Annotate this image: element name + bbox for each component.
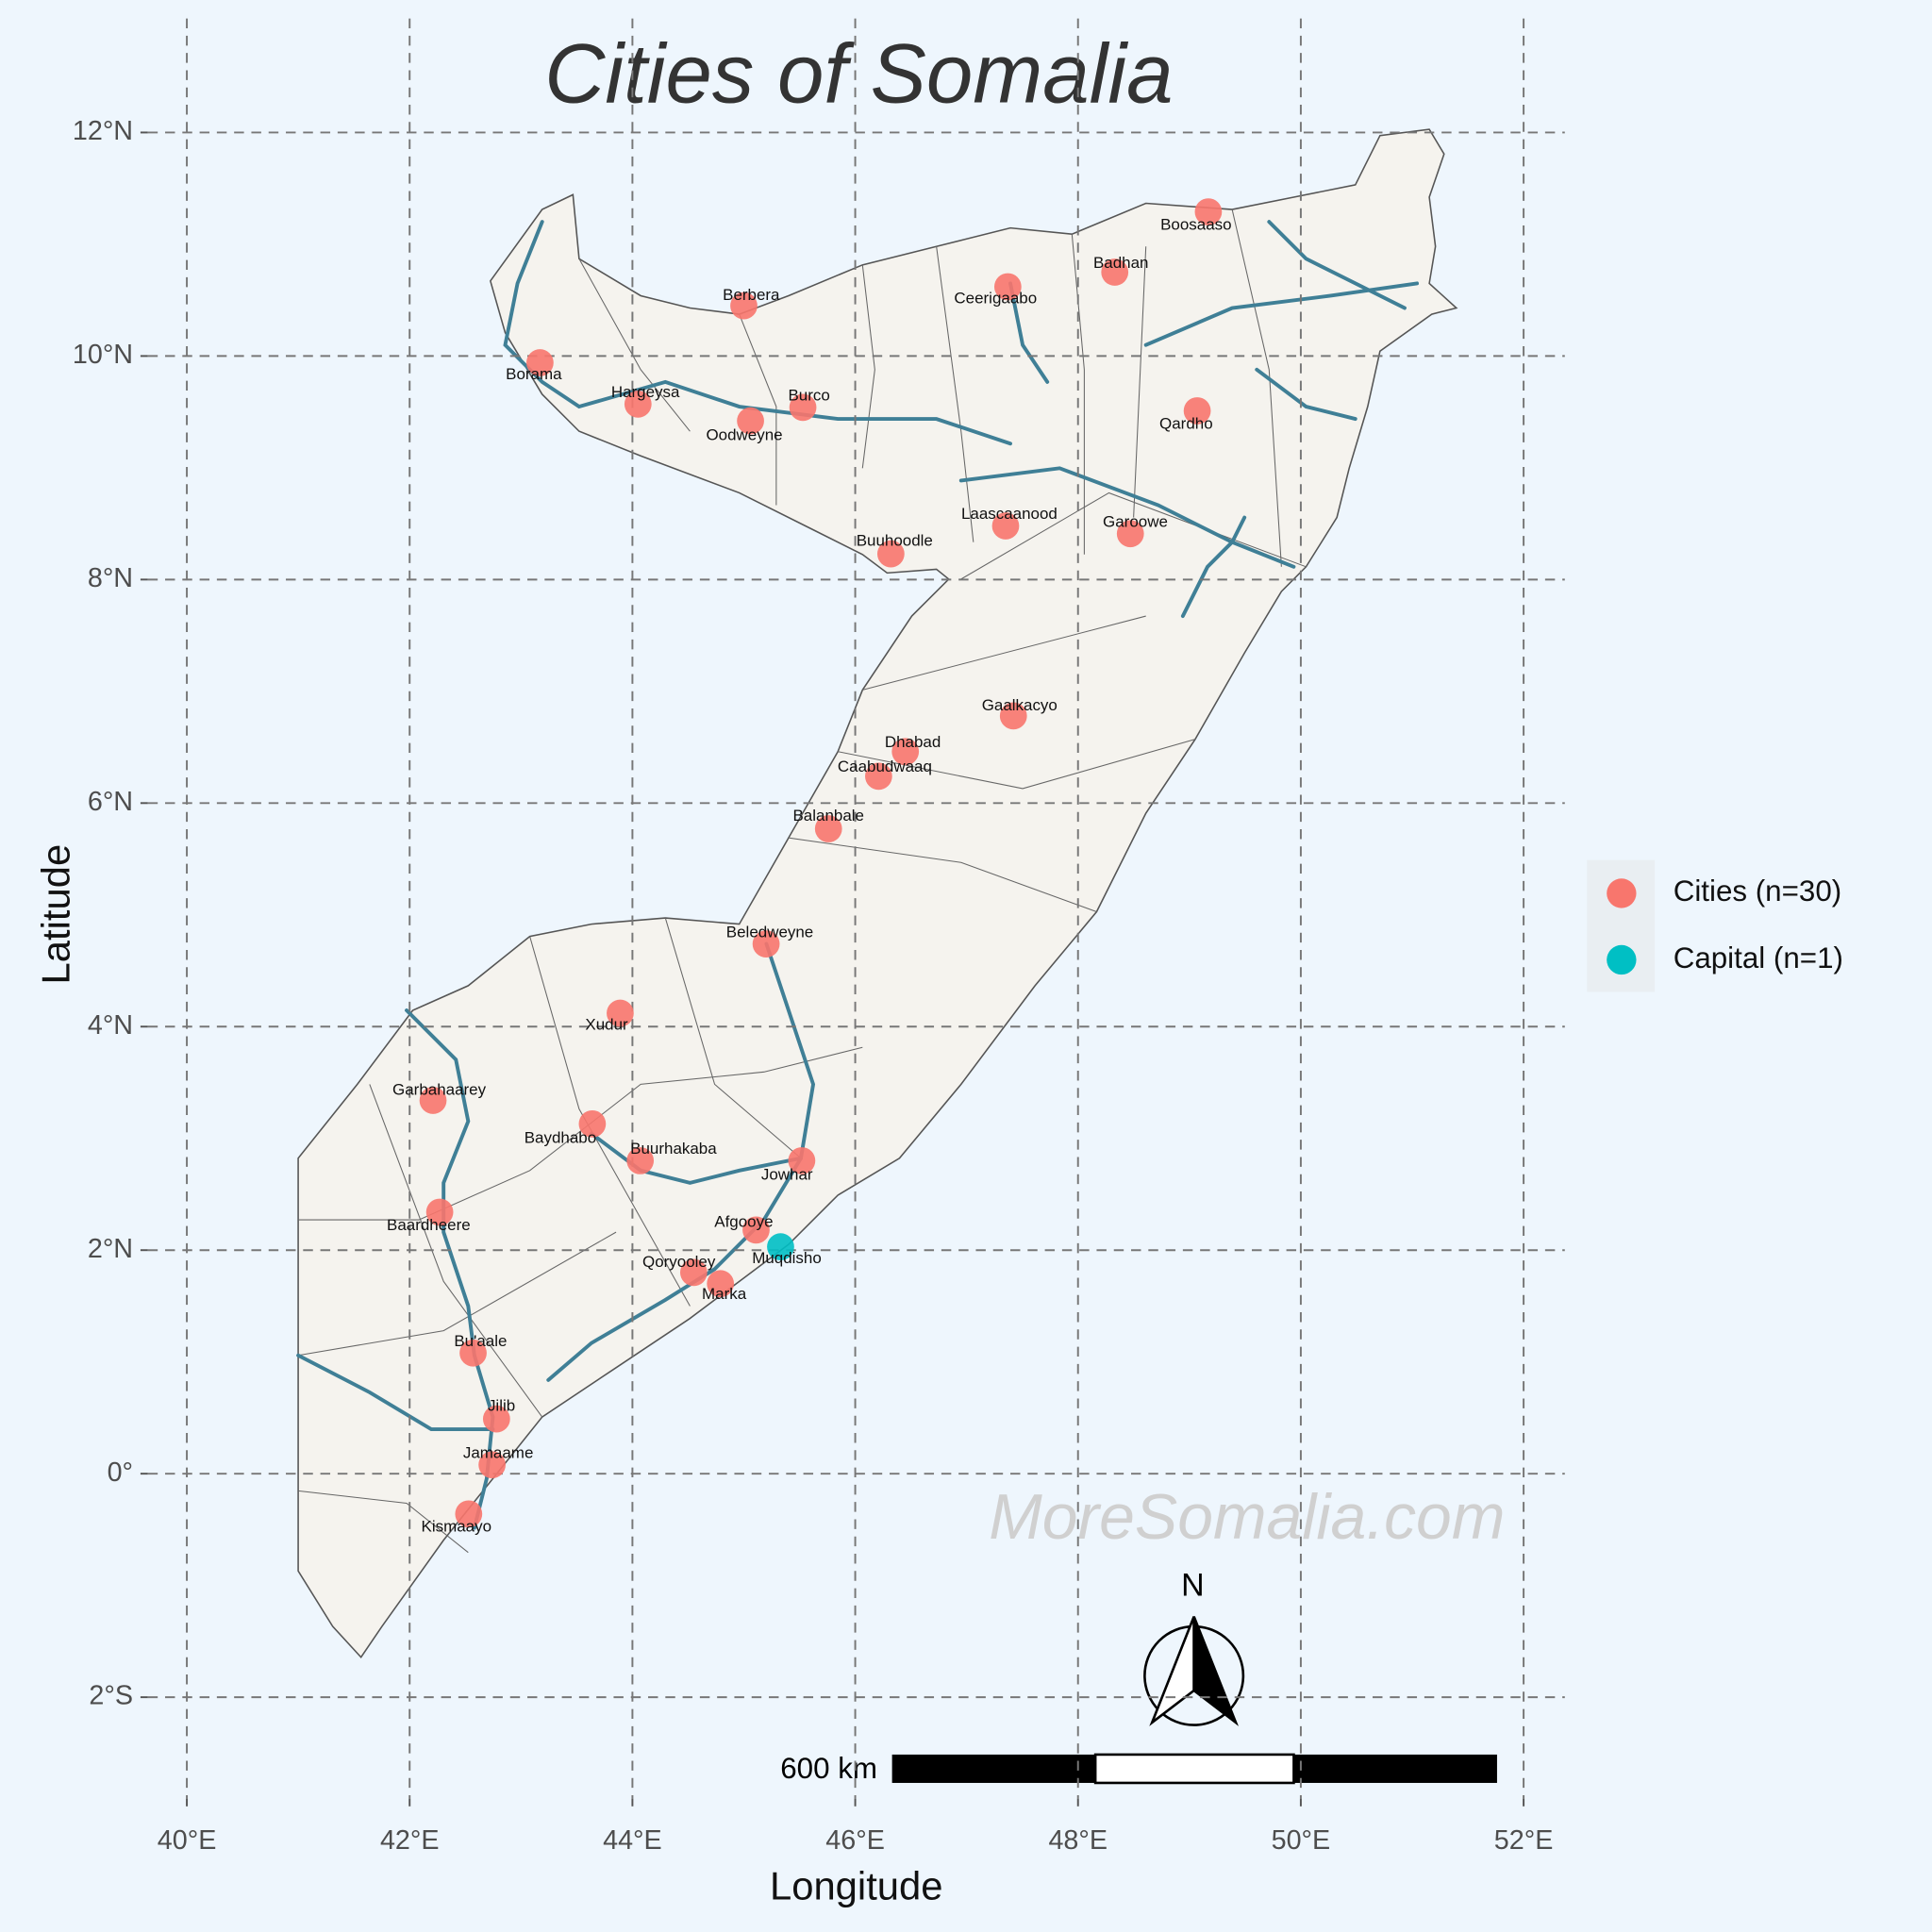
- city-point: [876, 540, 905, 568]
- city-point: [419, 1087, 447, 1114]
- scale-bar: 600 km: [780, 1752, 1497, 1785]
- y-tick-label: 4°N: [88, 1010, 133, 1041]
- y-tick-label: 10°N: [73, 340, 133, 370]
- city-point: [1116, 520, 1144, 548]
- city-label: Xudur: [585, 1016, 628, 1034]
- city-label: Baydhabo: [525, 1128, 596, 1146]
- x-tick-label: 46°E: [825, 1825, 885, 1856]
- city-label: Borama: [506, 365, 562, 383]
- scale-bar-label: 600 km: [780, 1752, 877, 1785]
- city-point: [789, 393, 817, 422]
- x-tick-label: 40°E: [158, 1825, 217, 1856]
- city-point: [730, 291, 758, 320]
- city-label: Ceerigaabo: [954, 289, 1037, 307]
- city-point: [578, 1109, 607, 1138]
- y-tick-label: 2°N: [88, 1234, 133, 1264]
- city-point: [742, 1216, 770, 1244]
- city-point: [482, 1405, 510, 1433]
- city-point: [1101, 258, 1129, 286]
- city-label: Jowhar: [761, 1166, 813, 1184]
- city-point: [679, 1258, 708, 1287]
- legend-label: Cities (n=30): [1674, 874, 1841, 908]
- city-label: Beledweyne: [726, 923, 813, 941]
- city-label: Garoowe: [1103, 513, 1168, 531]
- city-point: [865, 762, 892, 791]
- y-tick-label: 0°: [108, 1457, 133, 1488]
- city-point: [1194, 198, 1223, 225]
- city-point: [626, 1147, 655, 1174]
- city-point: [788, 1147, 816, 1174]
- city-label: Buurhakaba: [630, 1140, 717, 1158]
- y-tick-label: 12°N: [73, 116, 133, 146]
- x-tick-label: 42°E: [380, 1825, 440, 1856]
- chart-title: Cities of Somalia: [544, 26, 1173, 120]
- scale-bar-segment: [1293, 1754, 1497, 1783]
- city-label: Bu'aale: [454, 1332, 507, 1350]
- x-axis-label: Longitude: [770, 1863, 943, 1907]
- city-point: [737, 407, 764, 435]
- watermark: MoreSomalia.com: [989, 1482, 1505, 1553]
- city-point: [707, 1270, 735, 1298]
- y-tick-label: 2°S: [89, 1681, 133, 1711]
- city-label: Marka: [702, 1285, 747, 1303]
- admin-boundaries: [297, 208, 1307, 1554]
- scale-bar-segment: [891, 1754, 1096, 1783]
- y-tick-label: 6°N: [88, 787, 133, 817]
- city-label: Buuhoodle: [857, 532, 933, 550]
- city-label: Garbahaarey: [392, 1080, 487, 1098]
- city-point: [624, 390, 652, 418]
- y-tick-label: 8°N: [88, 563, 133, 593]
- city-point: [459, 1339, 487, 1367]
- city-point: [478, 1451, 506, 1479]
- city-point: [891, 738, 920, 766]
- city-point: [425, 1198, 454, 1226]
- city-label: Burco: [788, 387, 829, 405]
- city-label: Qardho: [1159, 414, 1213, 432]
- city-label: Jilib: [488, 1397, 515, 1415]
- north-arrow: N: [1143, 1567, 1245, 1726]
- city-point: [526, 349, 554, 376]
- north-arrow-right: [1192, 1616, 1239, 1726]
- city-label: Laascaanood: [961, 505, 1058, 523]
- city-label: Hargeysa: [611, 383, 680, 401]
- city-label: Caabudwaaq: [838, 758, 932, 775]
- city-point: [455, 1500, 483, 1528]
- city-point: [1183, 397, 1211, 425]
- north-arrow-label: N: [1181, 1567, 1205, 1603]
- city-point: [767, 1233, 794, 1261]
- city-label: Berbera: [723, 286, 780, 304]
- city-label: Badhan: [1093, 254, 1149, 272]
- city-label: Boosaaso: [1160, 215, 1231, 233]
- city-point: [991, 512, 1020, 540]
- legend-label: Capital (n=1): [1674, 941, 1843, 974]
- city-label: Baardheere: [387, 1216, 471, 1234]
- city-label: Dhabad: [885, 733, 941, 751]
- city-label: Afgooye: [714, 1213, 773, 1231]
- city-point: [607, 999, 634, 1027]
- city-label: Oodweyne: [706, 425, 782, 443]
- city-point: [993, 273, 1022, 301]
- city-label: Qoryooley: [642, 1253, 716, 1271]
- city-point: [814, 815, 842, 842]
- city-label: Jamaame: [463, 1443, 534, 1461]
- city-label: Gaalkacyo: [982, 696, 1058, 714]
- city-label: Muqdisho: [752, 1249, 822, 1267]
- legend-marker: [1607, 944, 1637, 975]
- city-label: Kismaayo: [422, 1518, 492, 1536]
- x-tick-label: 52°E: [1494, 1825, 1554, 1856]
- city-label: Balanbale: [792, 807, 863, 824]
- scale-bar-segment: [1093, 1753, 1295, 1785]
- x-tick-label: 50°E: [1272, 1825, 1331, 1856]
- y-axis-label: Latitude: [34, 844, 78, 985]
- legend-marker: [1607, 878, 1637, 908]
- city-point: [999, 702, 1027, 730]
- x-tick-label: 48°E: [1048, 1825, 1108, 1856]
- city-point: [752, 930, 780, 958]
- x-tick-label: 44°E: [603, 1825, 662, 1856]
